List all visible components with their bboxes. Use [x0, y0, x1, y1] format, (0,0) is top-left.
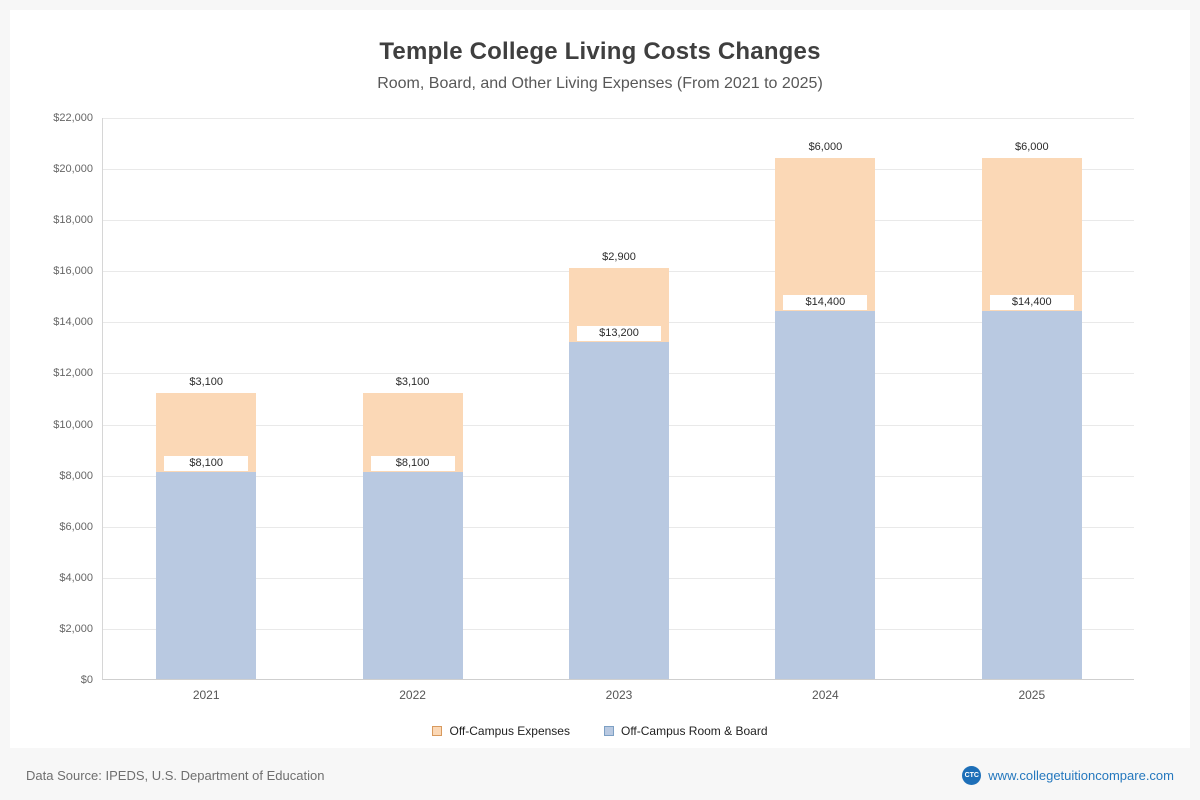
- x-tick-label: 2021: [192, 688, 220, 702]
- legend-label: Off-Campus Expenses: [449, 724, 570, 738]
- y-tick-label: $14,000: [53, 316, 93, 329]
- y-tick-label: $16,000: [53, 265, 93, 278]
- site-link[interactable]: CTC www.collegetuitioncompare.com: [962, 765, 1174, 785]
- y-tick-label: $0: [80, 674, 93, 686]
- bar-segment-expenses: [981, 157, 1082, 312]
- bar-value-label: $14,400: [783, 295, 868, 311]
- bar-value-label: $2,900: [577, 249, 661, 265]
- bar-value-label: $14,400: [989, 295, 1074, 311]
- gridline: [103, 169, 1134, 171]
- bar-value-label: $13,200: [577, 325, 661, 341]
- legend-item[interactable]: Off-Campus Room & Board: [603, 724, 768, 738]
- gridline: [103, 118, 1134, 119]
- y-tick-label: $6,000: [59, 520, 93, 533]
- y-tick-label: $20,000: [53, 163, 93, 176]
- legend-swatch-icon: [432, 726, 443, 736]
- bar-value-label: $3,100: [370, 374, 455, 390]
- chart-title: Temple College Living Costs Changes: [379, 38, 821, 65]
- plot-area: $0 $2,000 $4,000 $6,000 $8,000 $10,000 $12,000…: [53, 112, 1134, 702]
- bar-value-label: $3,100: [164, 374, 249, 390]
- x-tick-label: 2025: [1018, 688, 1046, 702]
- bar-value-label: $8,100: [164, 456, 249, 472]
- bar-segment-room-board: [569, 341, 669, 679]
- legend-label: Off-Campus Room & Board: [620, 724, 768, 738]
- legend: Off-Campus Expenses Off-Campus Room & Boa…: [10, 724, 1190, 738]
- y-tick-label: $22,000: [53, 112, 93, 124]
- bar-value-label: $8,100: [370, 456, 455, 472]
- chart-panel: Temple College Living Costs Changes Room…: [10, 10, 1190, 748]
- chart-subtitle: Room, Board, and Other Living Expenses (…: [377, 75, 823, 92]
- x-tick-label: 2024: [812, 688, 839, 702]
- bar-segment-room-board: [981, 311, 1082, 679]
- data-source-text: Data Source: IPEDS, U.S. Department of E…: [26, 767, 325, 783]
- y-tick-label: $8,000: [59, 469, 93, 482]
- ctc-logo-icon: CTC: [962, 765, 982, 785]
- y-tick-label: $4,000: [59, 571, 93, 584]
- bar-value-label: $6,000: [989, 139, 1074, 155]
- y-tick-label: $2,000: [59, 622, 93, 635]
- y-tick-label: $12,000: [53, 367, 93, 380]
- legend-item[interactable]: Off-Campus Expenses: [432, 724, 570, 738]
- site-url: www.collegetuitioncompare.com: [988, 767, 1174, 783]
- footer: Data Source: IPEDS, U.S. Department of E…: [0, 750, 1200, 800]
- x-tick-label: 2022: [399, 688, 426, 702]
- bar-value-label: $6,000: [783, 139, 868, 155]
- gridline: [103, 220, 1134, 222]
- y-tick-label: $18,000: [53, 214, 93, 227]
- bar-segment-room-board: [362, 472, 463, 679]
- bar-segment-room-board: [156, 472, 257, 679]
- bar-segment-room-board: [775, 311, 876, 679]
- legend-swatch-icon: [603, 726, 614, 736]
- y-tick-label: $10,000: [53, 418, 93, 431]
- x-tick-label: 2023: [605, 688, 633, 702]
- bar-segment-expenses: [775, 157, 876, 312]
